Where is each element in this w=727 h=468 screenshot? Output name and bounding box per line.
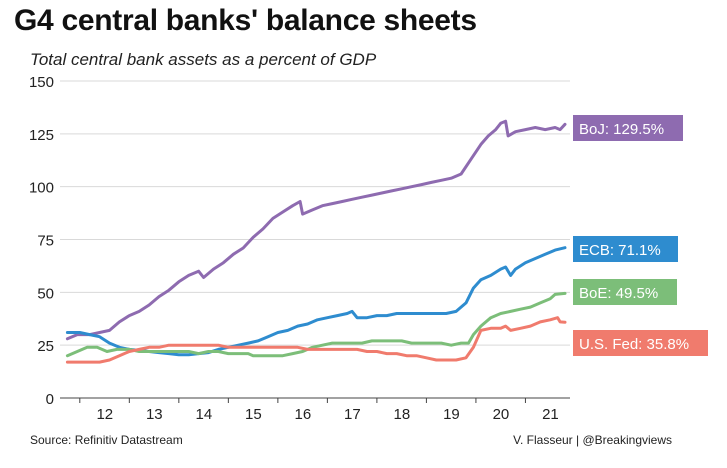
end-label-text: U.S. Fed: 35.8% xyxy=(579,336,689,353)
series-line-ecb xyxy=(65,246,567,357)
series-line-boe xyxy=(65,291,567,358)
end-label-box xyxy=(573,279,677,305)
x-tick-label: 18 xyxy=(394,406,411,423)
end-label-text: BoE: 49.5% xyxy=(579,285,658,302)
y-tick-label: 125 xyxy=(29,127,54,144)
series-line-u-s-fed xyxy=(65,316,567,364)
x-tick-label: 12 xyxy=(96,406,113,423)
y-tick-label: 150 xyxy=(29,74,54,91)
x-tick-label: 13 xyxy=(146,406,163,423)
y-tick-label: 75 xyxy=(37,233,54,250)
end-label-box xyxy=(573,115,683,141)
x-tick-label: 15 xyxy=(245,406,262,423)
x-tick-label: 20 xyxy=(493,406,510,423)
end-label-text: ECB: 71.1% xyxy=(579,242,661,259)
credit-note: V. Flasseur | @Breakingviews xyxy=(513,433,672,447)
source-note: Source: Refinitiv Datastream xyxy=(30,433,183,447)
end-label-boe: BoE: 49.5% xyxy=(573,279,677,305)
y-tick-label: 50 xyxy=(37,285,54,302)
y-tick-label: 100 xyxy=(29,180,54,197)
end-label-box xyxy=(573,236,678,262)
x-tick-label: 21 xyxy=(542,406,559,423)
x-tick-label: 17 xyxy=(344,406,361,423)
x-tick-label: 19 xyxy=(443,406,460,423)
chart-title: G4 central banks' balance sheets xyxy=(14,4,477,37)
y-tick-label: 0 xyxy=(46,391,54,408)
end-label-box xyxy=(573,330,708,356)
end-label-boj: BoJ: 129.5% xyxy=(573,115,683,141)
y-tick-label: 25 xyxy=(37,338,54,355)
chart-subtitle: Total central bank assets as a percent o… xyxy=(30,50,377,69)
end-label-text: BoJ: 129.5% xyxy=(579,121,664,138)
series-line-boj xyxy=(65,119,567,341)
x-tick-label: 16 xyxy=(295,406,312,423)
end-label-u-s-fed: U.S. Fed: 35.8% xyxy=(573,330,708,356)
end-label-ecb: ECB: 71.1% xyxy=(573,236,678,262)
x-tick-label: 14 xyxy=(195,406,212,423)
